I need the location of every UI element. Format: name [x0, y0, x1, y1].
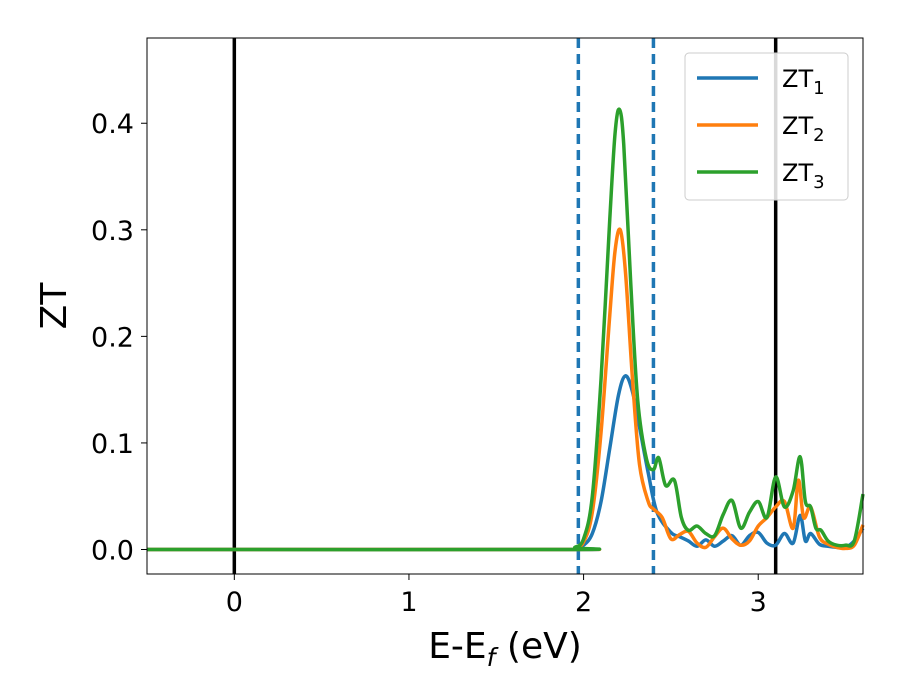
x-tick-label-3: 3 — [750, 587, 767, 618]
y-tick-label-2: 0.2 — [91, 322, 134, 353]
series-line-2 — [146, 227, 865, 552]
y-tick-label-3: 0.3 — [91, 216, 134, 247]
plot-area-frame — [146, 37, 864, 575]
x-axis-label: E-Ef (eV) — [428, 626, 582, 672]
legend-box — [684, 52, 849, 201]
x-tick-label-0: 0 — [226, 587, 243, 618]
y-tick-label-0: 0.0 — [91, 535, 134, 566]
legend-label-2: ZT2 — [782, 112, 825, 146]
y-tick-label-1: 0.1 — [91, 429, 134, 460]
y-axis-label: ZT — [34, 282, 75, 330]
x-tick-label-2: 2 — [575, 587, 592, 618]
legend-label-sub-2: 2 — [813, 125, 824, 146]
series-line-1 — [146, 374, 865, 552]
x-axis-label-main: E-E — [428, 626, 486, 667]
y-tick-label-4: 0.4 — [91, 109, 134, 140]
x-axis-ticks: 0 1 2 3 — [226, 574, 767, 618]
legend-label-main-2: ZT — [782, 112, 813, 140]
legend-label-1: ZT1 — [782, 65, 825, 99]
series-line-3 — [146, 107, 865, 552]
x-axis-label-suffix: (eV) — [495, 626, 581, 667]
legend-label-sub-1: 1 — [813, 78, 824, 99]
legend-label-3: ZT3 — [782, 159, 825, 193]
legend-label-main-3: ZT — [782, 159, 813, 187]
series-lines — [146, 107, 865, 552]
y-axis-ticks: 0.0 0.1 0.2 0.3 0.4 — [91, 109, 147, 566]
x-tick-label-1: 1 — [400, 587, 417, 618]
legend-label-main-1: ZT — [782, 65, 813, 93]
legend-label-sub-3: 3 — [813, 172, 824, 193]
